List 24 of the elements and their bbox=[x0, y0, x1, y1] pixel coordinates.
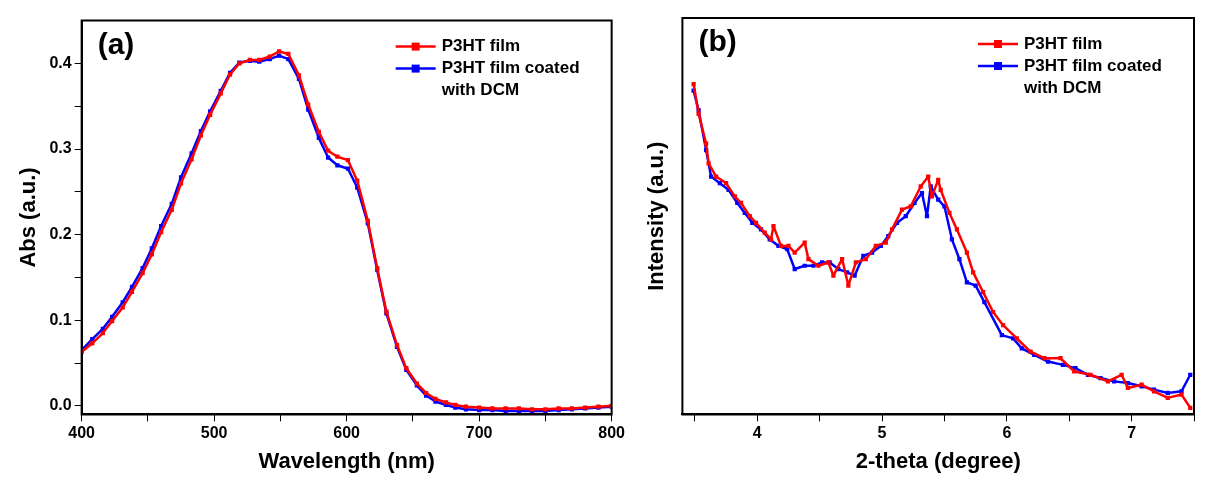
y-tick-label: 0.1 bbox=[49, 310, 72, 328]
x-axis-title: Wavelength (nm) bbox=[258, 447, 435, 473]
x-tick-label: 5 bbox=[877, 424, 887, 442]
y-tick-label: 0.3 bbox=[49, 139, 72, 157]
y-tick-label: 0.0 bbox=[49, 396, 72, 414]
x-tick-label: 6 bbox=[1002, 424, 1012, 442]
y-axis-title: Intensity (a.u.) bbox=[643, 141, 669, 291]
y-tick-label: 0.4 bbox=[49, 53, 72, 71]
x-tick-label: 4 bbox=[752, 424, 762, 442]
legend-label: P3HT film coated with DCM bbox=[1023, 55, 1162, 97]
annotation: (a) bbox=[97, 26, 135, 60]
x-tick-label: 400 bbox=[68, 424, 96, 442]
x-tick-label: 500 bbox=[200, 424, 228, 442]
x-tick-label: 7 bbox=[1127, 424, 1137, 442]
x-axis-title: 2-theta (degree) bbox=[855, 447, 1021, 473]
x-tick-label: 800 bbox=[598, 424, 626, 442]
legend-label: P3HT film bbox=[1024, 33, 1103, 53]
text: (b) bbox=[698, 24, 737, 58]
legend-label: P3HT film bbox=[441, 36, 521, 56]
y-tick-label: 0.2 bbox=[49, 225, 72, 243]
legend-label: P3HT film coated with DCM bbox=[440, 58, 580, 100]
y-axis-title: Abs (a.u.) bbox=[15, 167, 41, 268]
x-tick-label: 600 bbox=[333, 424, 361, 442]
x-tick-label: 700 bbox=[465, 424, 493, 442]
